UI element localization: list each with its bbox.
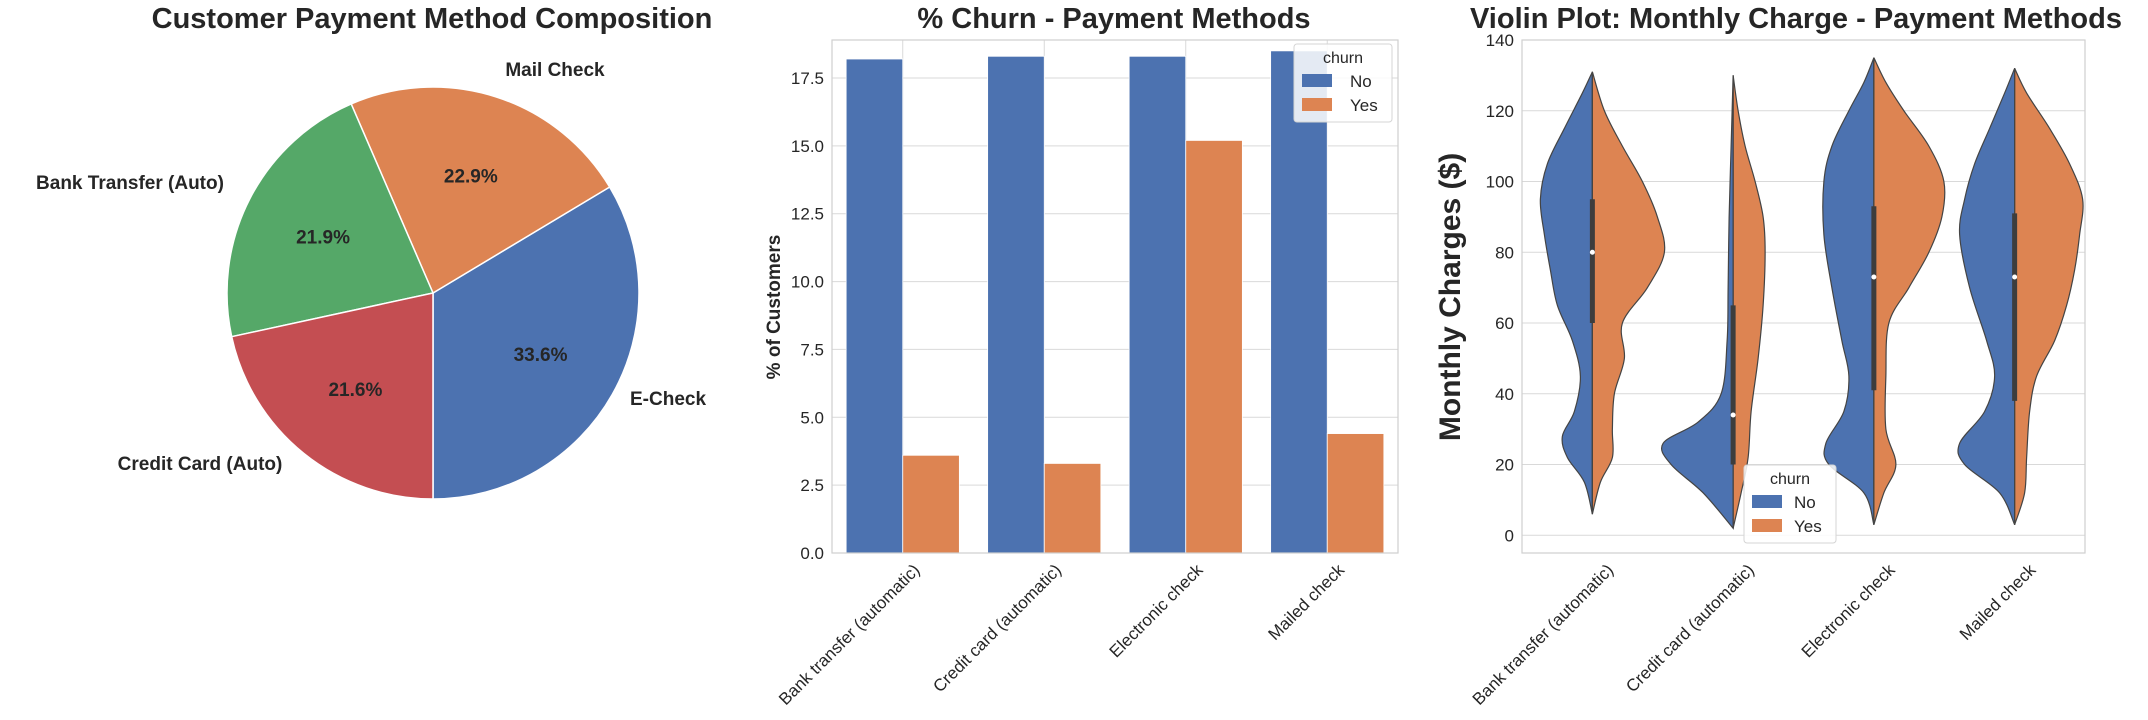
pie-slice (432, 185, 640, 500)
violin-xtick-label: Mailed check (1956, 560, 2040, 644)
violin-ytick-label: 0 (1505, 526, 1514, 545)
bar-legend-title: churn (1323, 50, 1363, 67)
bar-yes (902, 454, 960, 554)
violin-half-yes (1873, 57, 1946, 525)
bar-no (1270, 50, 1328, 554)
bar-yes (1185, 140, 1243, 554)
bar-legend-swatch (1302, 98, 1332, 111)
pie-slice (350, 86, 611, 295)
violin-ytick-label: 120 (1486, 102, 1514, 121)
bar-ylabel: % of Customers (764, 235, 785, 380)
pie-category-label: Bank Transfer (Auto) (36, 173, 224, 194)
bar-title: % Churn - Payment Methods (917, 3, 1310, 35)
bar-no (845, 58, 904, 554)
violin-ytick-label: 40 (1495, 385, 1514, 404)
bar-xtick-label: Mailed check (1264, 560, 1348, 644)
violin-half-no (1957, 68, 2016, 525)
pie-title: Customer Payment Method Composition (152, 3, 713, 35)
bar-chart: % Churn - Payment Methods % of Customers… (764, 3, 1399, 709)
bar-ytick-label: 0.0 (800, 544, 824, 563)
pie-category-label: Mail Check (505, 60, 605, 81)
pie-category-label: E-Check (630, 389, 706, 410)
bar-ytick-label: 2.5 (800, 476, 824, 495)
bar-ytick-label: 17.5 (791, 69, 824, 88)
violin-legend-title: churn (1770, 471, 1810, 488)
violin-xtick-label: Electronic check (1798, 560, 1899, 661)
bar-ytick-label: 7.5 (800, 340, 824, 359)
bar-ytick-label: 15.0 (791, 137, 824, 156)
bar-no (987, 55, 1045, 554)
bar-ytick-label: 10.0 (791, 273, 824, 292)
violin-xtick-label: Bank transfer (automatic) (1469, 560, 1617, 708)
bar-legend-swatch (1302, 74, 1332, 87)
violin-ylabel: Monthly Charges ($) (1434, 153, 1467, 441)
bar-legend-label: No (1350, 72, 1372, 91)
pie-percent-label: 33.6% (514, 345, 568, 366)
violin-frame (1521, 39, 2086, 554)
pie-chart: Customer Payment Method Composition 33.6… (36, 3, 713, 500)
pie-slice (230, 292, 434, 500)
violin-median-dot (1589, 249, 1595, 255)
bar-legend-label: Yes (1350, 96, 1378, 115)
violin-half-no (1660, 75, 1734, 530)
bar-no (1128, 55, 1187, 554)
bar-yes (1043, 463, 1102, 554)
pie-category-label: Credit Card (Auto) (118, 454, 283, 475)
violin-ytick-label: 20 (1495, 456, 1514, 475)
bar-xtick-label: Electronic check (1106, 560, 1207, 661)
violin-median-dot (1871, 274, 1877, 280)
violin-chart: Violin Plot: Monthly Charge - Payment Me… (1434, 3, 2122, 709)
violin-ytick-label: 140 (1486, 31, 1514, 50)
bar-xtick-label: Bank transfer (automatic) (775, 560, 923, 708)
violin-xtick-label: Credit card (automatic) (1622, 560, 1758, 696)
violin-half-yes (1732, 75, 1766, 529)
violin-median-dot (2012, 274, 2018, 280)
pie-percent-label: 22.9% (444, 166, 498, 187)
violin-legend-label: No (1794, 493, 1816, 512)
violin-ytick-label: 100 (1486, 173, 1514, 192)
violin-legend-swatch (1752, 495, 1782, 508)
pie-percent-label: 21.6% (328, 380, 382, 401)
violin-median-dot (1730, 412, 1736, 418)
bar-xtick-label: Credit card (automatic) (929, 560, 1065, 696)
pie-slice (226, 102, 435, 338)
violin-half-no (1539, 71, 1593, 515)
bar-ytick-label: 5.0 (800, 408, 824, 427)
pie-percent-label: 21.9% (296, 228, 350, 249)
violin-ytick-label: 60 (1495, 314, 1514, 333)
violin-title: Violin Plot: Monthly Charge - Payment Me… (1470, 3, 2122, 35)
bar-frame (831, 39, 1399, 554)
violin-half-yes (2014, 68, 2084, 525)
bar-ytick-label: 12.5 (791, 205, 824, 224)
violin-ytick-label: 80 (1495, 243, 1514, 262)
violin-half-no (1822, 57, 1875, 525)
violin-legend-swatch (1752, 519, 1782, 532)
violin-legend-label: Yes (1794, 517, 1822, 536)
violin-half-yes (1591, 71, 1666, 515)
bar-yes (1326, 433, 1385, 554)
